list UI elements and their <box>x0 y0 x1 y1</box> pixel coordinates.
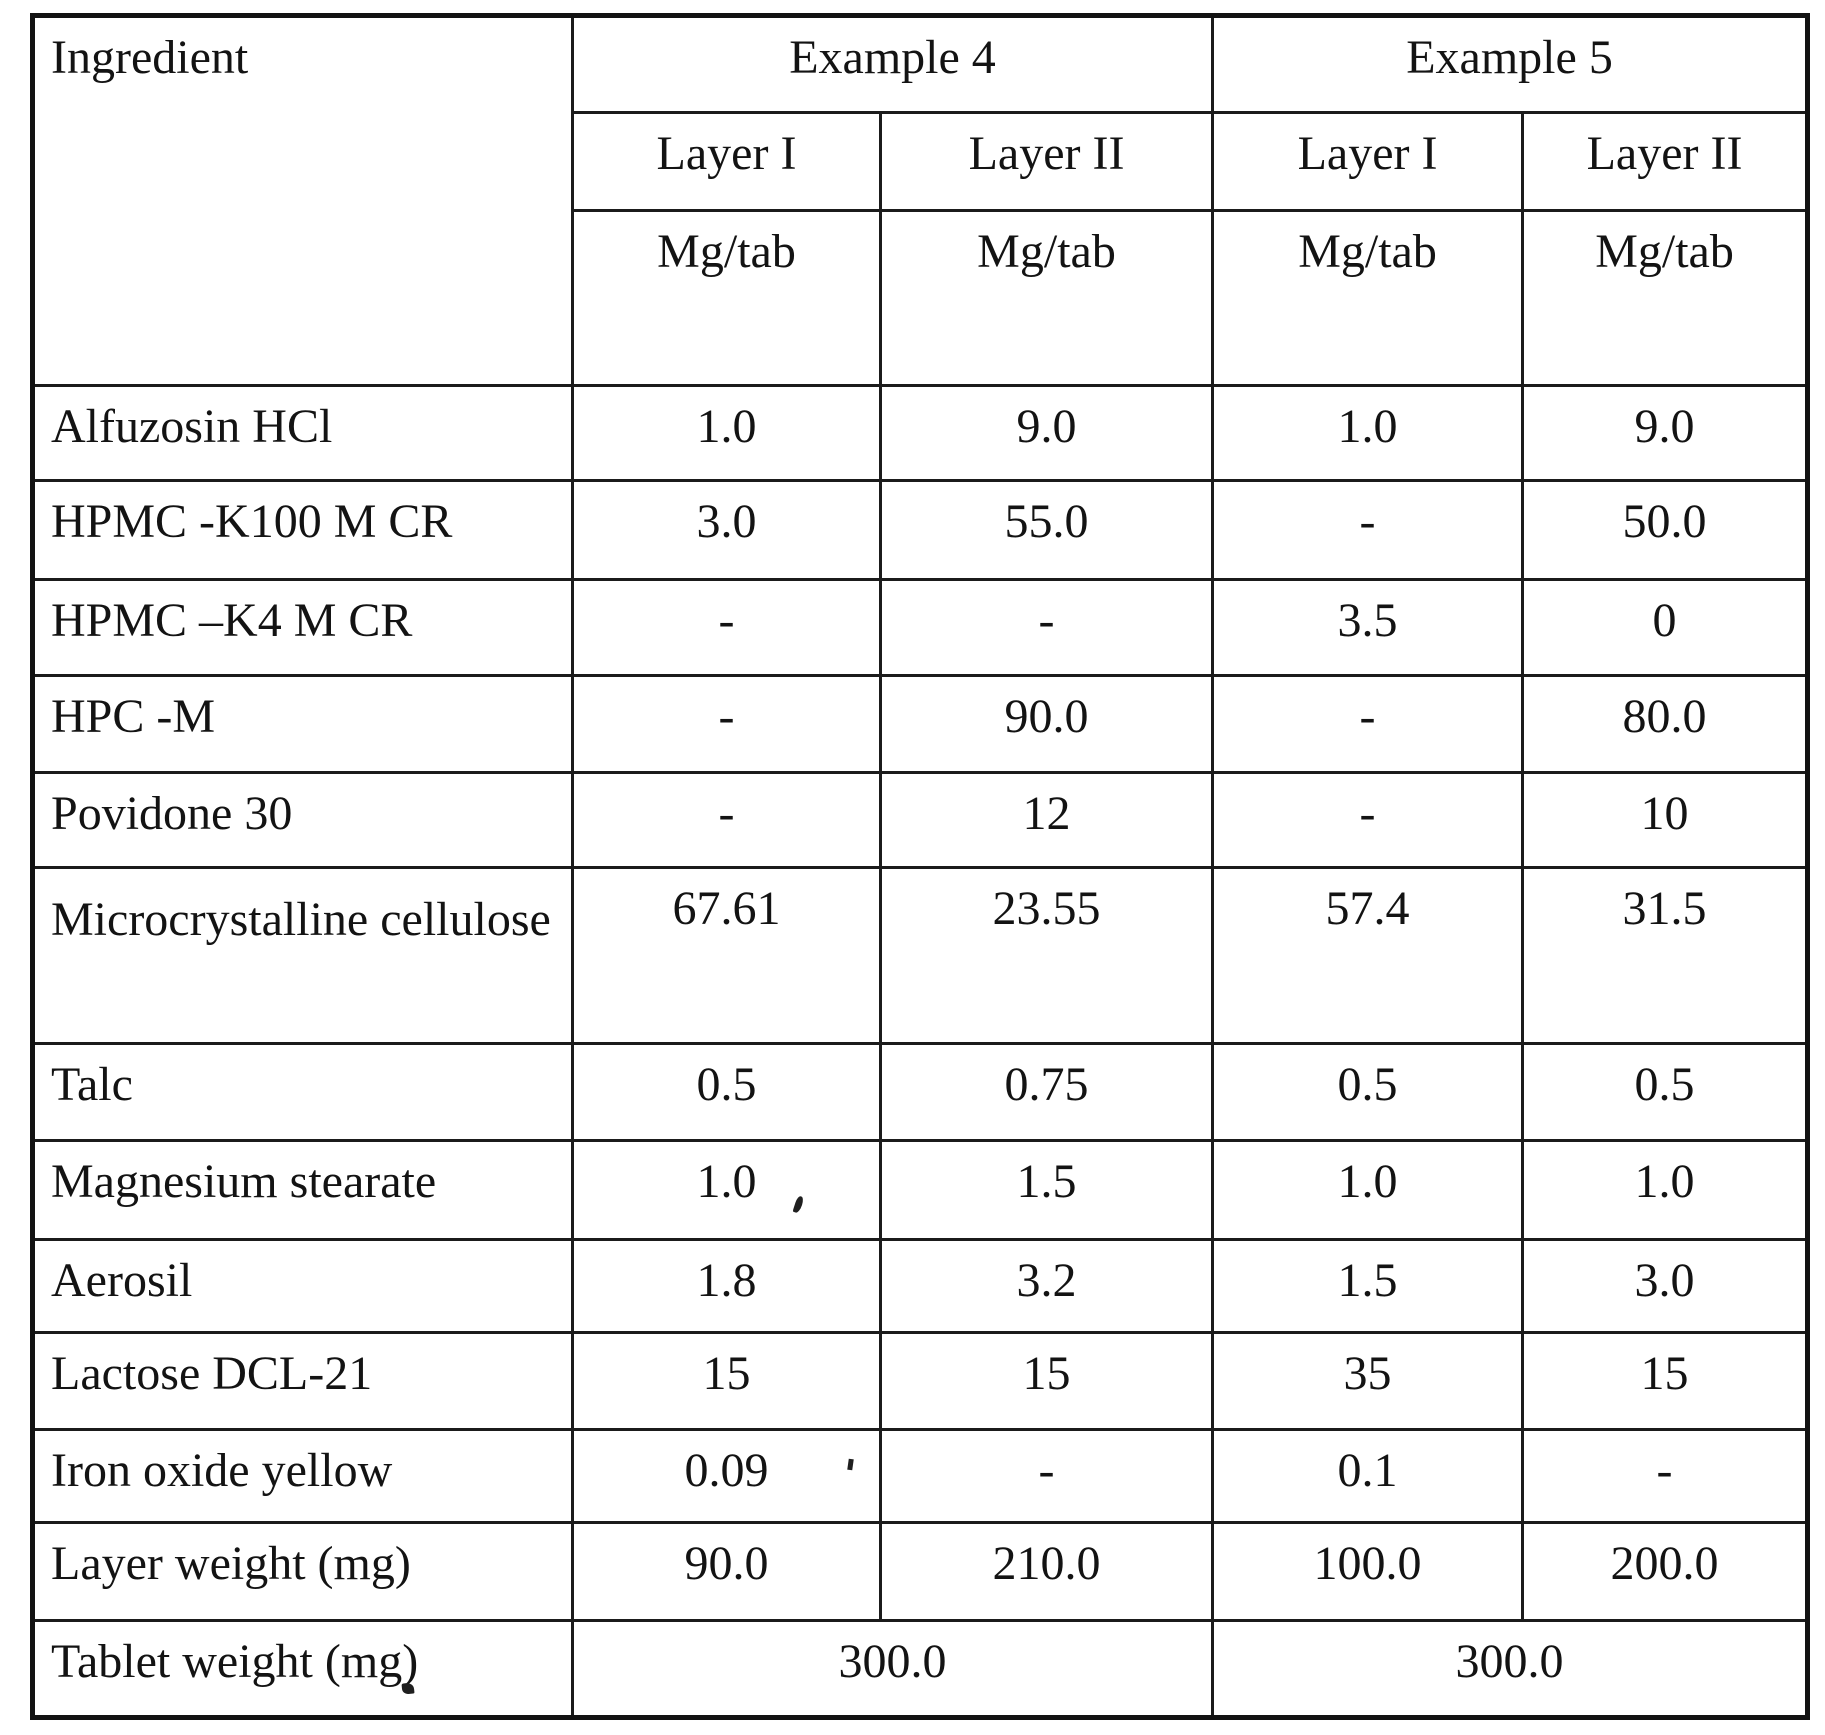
value-cell: 0.09 <box>571 1428 882 1524</box>
example5-header-cell: Example 5 <box>1211 14 1810 114</box>
table-row: Magnesium stearate 1.0 1.5 1.0 1.0 <box>31 1139 1810 1241</box>
table-row: Iron oxide yellow 0.09 - 0.1 - <box>31 1428 1810 1524</box>
value-cell: 0.75 <box>878 1042 1215 1142</box>
example5-total-cell: 300.0 <box>1211 1619 1810 1719</box>
value-cell: 15 <box>1521 1331 1810 1431</box>
unit-header-cell: Mg/tab <box>878 209 1215 387</box>
value-cell: 12 <box>878 771 1215 869</box>
header-row-units: Mg/tab Mg/tab Mg/tab Mg/tab <box>33 209 1810 387</box>
value-cell: 57.4 <box>1211 866 1525 1045</box>
value-cell: 90.0 <box>571 1521 882 1622</box>
layer1-header-cell: Layer I <box>571 111 882 212</box>
value-cell: 55.0 <box>878 479 1215 581</box>
table-row: Lactose DCL-21 15 15 35 15 <box>31 1331 1810 1431</box>
value-cell: 67.61 <box>571 866 882 1045</box>
layer1-header-cell: Layer I <box>1211 111 1525 212</box>
value-cell: 15 <box>878 1331 1215 1431</box>
value-cell: - <box>1211 479 1525 581</box>
value-cell: 35 <box>1211 1331 1525 1431</box>
header-row-layers: Layer I Layer II Layer I Layer II <box>33 111 1810 212</box>
value-cell: - <box>1211 771 1525 869</box>
value-cell: - <box>1521 1428 1810 1524</box>
value-cell: 23.55 <box>878 866 1215 1045</box>
table-row: HPC -M - 90.0 - 80.0 <box>31 674 1810 774</box>
table-row: HPMC –K4 M CR - - 3.5 0 <box>31 578 1810 677</box>
ingredient-cell: HPMC -K100 M CR <box>31 479 574 581</box>
layer2-header-cell: Layer II <box>1521 111 1810 212</box>
header-row-examples: Ingredient Example 4 Example 5 <box>31 14 1810 387</box>
table-row: Aerosil 1.8 3.2 1.5 3.0 <box>31 1238 1810 1334</box>
table-row: Alfuzosin HCl 1.0 9.0 1.0 9.0 <box>31 384 1810 482</box>
value-cell: - <box>878 1428 1215 1524</box>
ingredient-cell: HPMC –K4 M CR <box>31 578 574 677</box>
value-cell: 0.5 <box>571 1042 882 1142</box>
table-row: Talc 0.5 0.75 0.5 0.5 <box>31 1042 1810 1142</box>
value-cell: 0.1 <box>1211 1428 1525 1524</box>
value-cell: 1.5 <box>878 1139 1215 1241</box>
ingredient-cell: Lactose DCL-21 <box>31 1331 574 1431</box>
ingredient-cell: HPC -M <box>31 674 574 774</box>
ingredient-cell: Alfuzosin HCl <box>31 384 574 482</box>
value-cell: 3.5 <box>1211 578 1525 677</box>
ingredient-header-cell: Ingredient <box>31 14 574 387</box>
value-cell: 1.0 <box>1521 1139 1810 1241</box>
value-cell: 210.0 <box>878 1521 1215 1622</box>
value-cell: 100.0 <box>1211 1521 1525 1622</box>
value-cell: 1.8 <box>571 1238 882 1334</box>
value-cell: - <box>571 578 882 677</box>
unit-header-cell: Mg/tab <box>571 209 882 387</box>
ingredient-cell: Aerosil <box>31 1238 574 1334</box>
unit-header-cell: Mg/tab <box>1521 209 1810 387</box>
value-cell: 200.0 <box>1521 1521 1810 1622</box>
value-cell: 1.0 <box>571 384 882 482</box>
value-cell: 50.0 <box>1521 479 1810 581</box>
table-row: HPMC -K100 M CR 3.0 55.0 - 50.0 <box>31 479 1810 581</box>
unit-header-cell: Mg/tab <box>1211 209 1525 387</box>
value-cell: - <box>1211 674 1525 774</box>
ingredient-cell: Talc <box>31 1042 574 1142</box>
value-cell: - <box>571 674 882 774</box>
value-cell: 3.0 <box>571 479 882 581</box>
ingredient-cell: Layer weight (mg) <box>31 1521 574 1622</box>
value-cell: 80.0 <box>1521 674 1810 774</box>
value-cell: 90.0 <box>878 674 1215 774</box>
ingredient-cell: Magnesium stearate <box>31 1139 574 1241</box>
table-row: Microcrystalline cellulose 67.61 23.55 5… <box>31 866 1810 1045</box>
value-cell: 3.2 <box>878 1238 1215 1334</box>
ingredient-cell: Iron oxide yellow <box>31 1428 574 1524</box>
value-cell: 0.5 <box>1211 1042 1525 1142</box>
formulation-table: Ingredient Example 4 Example 5 Layer I L… <box>30 13 1811 1720</box>
value-cell: 9.0 <box>878 384 1215 482</box>
table-row: Layer weight (mg) 90.0 210.0 100.0 200.0 <box>31 1521 1810 1622</box>
table-row: Povidone 30 - 12 - 10 <box>31 771 1810 869</box>
value-cell: 9.0 <box>1521 384 1810 482</box>
value-cell: 0 <box>1521 578 1810 677</box>
value-cell: 3.0 <box>1521 1238 1810 1334</box>
value-cell: 1.5 <box>1211 1238 1525 1334</box>
value-cell: 0.5 <box>1521 1042 1810 1142</box>
value-cell: 31.5 <box>1521 866 1810 1045</box>
ingredient-cell: Microcrystalline cellulose <box>31 866 574 1045</box>
value-cell: 1.0 <box>1211 384 1525 482</box>
ingredient-cell: Povidone 30 <box>31 771 574 869</box>
value-cell: 1.0 <box>1211 1139 1525 1241</box>
example4-header-cell: Example 4 <box>570 14 1215 114</box>
tablet-weight-label-cell: Tablet weight (mg) <box>31 1619 574 1719</box>
value-cell: 1.0 <box>571 1139 882 1241</box>
example4-total-cell: 300.0 <box>570 1619 1215 1719</box>
value-cell: 15 <box>571 1331 882 1431</box>
value-cell: - <box>571 771 882 869</box>
value-cell: 10 <box>1521 771 1810 869</box>
value-cell: - <box>878 578 1215 677</box>
layer2-header-cell: Layer II <box>878 111 1215 212</box>
table-footer-row: Tablet weight (mg) 300.0 300.0 <box>31 1619 1810 1719</box>
